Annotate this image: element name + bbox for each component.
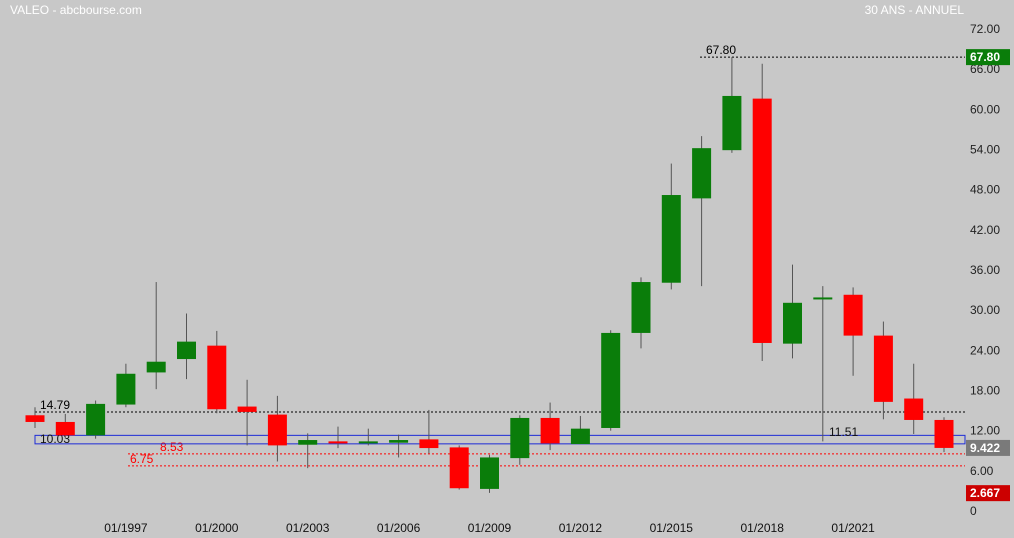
candle-body bbox=[207, 345, 227, 410]
y-tick-label: 24.00 bbox=[970, 343, 1000, 357]
candle-body bbox=[267, 414, 287, 446]
support-zone-label: 10.03 bbox=[40, 432, 70, 446]
chart-period-title: 30 ANS - ANNUEL bbox=[864, 3, 964, 17]
candle-body bbox=[692, 148, 712, 199]
price-badge bbox=[966, 485, 1010, 502]
candle-body bbox=[722, 95, 742, 151]
x-tick-label: 01/2009 bbox=[468, 521, 512, 535]
candle-body bbox=[661, 195, 681, 283]
x-tick-label: 01/2006 bbox=[377, 521, 421, 535]
y-tick-label: 30.00 bbox=[970, 303, 1000, 317]
y-tick-label: 66.00 bbox=[970, 62, 1000, 76]
candle-body bbox=[904, 398, 924, 420]
y-tick-label: 18.00 bbox=[970, 384, 1000, 398]
price-level-label: 67.80 bbox=[706, 43, 736, 57]
candle-body bbox=[752, 98, 772, 343]
y-tick-label: 54.00 bbox=[970, 143, 1000, 157]
candle-body bbox=[873, 335, 893, 402]
candle-body bbox=[843, 294, 863, 336]
y-tick-label: 60.00 bbox=[970, 102, 1000, 116]
candle-body bbox=[146, 361, 166, 373]
candle-body bbox=[328, 441, 348, 444]
candle-body bbox=[116, 373, 136, 405]
price-badge-label: 67.80 bbox=[970, 50, 1000, 64]
candle-body bbox=[86, 403, 106, 436]
candle-body bbox=[419, 439, 439, 449]
x-tick-label: 01/2000 bbox=[195, 521, 239, 535]
price-level-label: 6.75 bbox=[130, 452, 154, 466]
candle-body bbox=[601, 332, 621, 428]
candle-body bbox=[449, 447, 469, 489]
support-zone-box bbox=[34, 434, 966, 445]
candle-body bbox=[631, 282, 651, 333]
price-level-label: 8.53 bbox=[160, 440, 184, 454]
candle-body bbox=[813, 297, 833, 300]
x-tick-label: 01/2018 bbox=[741, 521, 785, 535]
price-level-label: 14.79 bbox=[40, 398, 70, 412]
candle-body bbox=[389, 440, 409, 443]
candle-body bbox=[540, 417, 560, 444]
candle-body bbox=[298, 440, 318, 445]
price-badge-label: 2.667 bbox=[970, 486, 1000, 500]
x-tick-label: 01/1997 bbox=[104, 521, 148, 535]
price-badge bbox=[966, 49, 1010, 66]
candle-body bbox=[237, 406, 257, 412]
x-tick-label: 01/2012 bbox=[559, 521, 603, 535]
candle-body bbox=[783, 302, 802, 344]
y-tick-label: 36.00 bbox=[970, 263, 1000, 277]
y-tick-label: 72.00 bbox=[970, 22, 1000, 36]
y-tick-label: 6.00 bbox=[970, 464, 994, 478]
price-badge-label: 9.422 bbox=[970, 441, 1000, 455]
x-tick-label: 01/2015 bbox=[650, 521, 694, 535]
y-tick-label: 0 bbox=[970, 504, 977, 518]
candle-body bbox=[934, 419, 954, 448]
y-tick-label: 42.00 bbox=[970, 223, 1000, 237]
candle-body bbox=[177, 341, 196, 360]
candle-body bbox=[480, 457, 499, 489]
candle-body bbox=[25, 415, 45, 422]
candle-body bbox=[510, 417, 530, 459]
candle-body bbox=[55, 421, 75, 436]
y-tick-label: 48.00 bbox=[970, 183, 1000, 197]
candle-body bbox=[570, 428, 590, 445]
chart-source-title: VALEO - abcbourse.com bbox=[10, 3, 142, 17]
x-tick-label: 01/2021 bbox=[831, 521, 875, 535]
price-badge bbox=[966, 439, 1010, 456]
x-tick-label: 01/2003 bbox=[286, 521, 330, 535]
candle-body bbox=[358, 441, 378, 444]
low-annotation-label: 11.51 bbox=[829, 425, 858, 439]
y-tick-label: 12.00 bbox=[970, 424, 1000, 438]
